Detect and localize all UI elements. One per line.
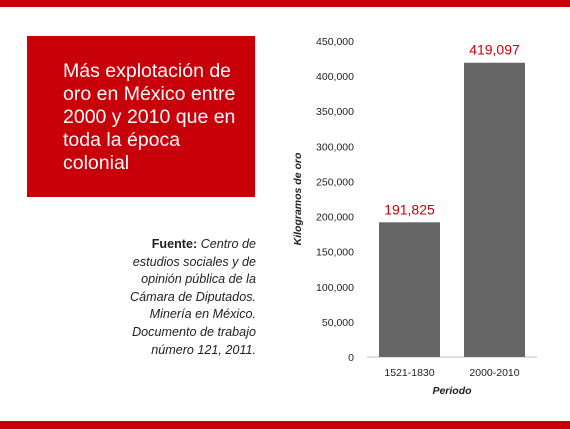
y-tick-label: 100,000 [316, 282, 354, 294]
y-axis-ticks: 0 50,000 100,000 150,000 200,000 250,000 300,0… [316, 36, 354, 364]
source-text: Centro de estudios sociales y de opinión… [129, 237, 256, 357]
x-axis-title: Periodo [432, 385, 472, 397]
x-category-label: 2000-2010 [469, 367, 519, 379]
headline-box: Más explotación de oro en México entre 2… [27, 36, 255, 197]
source-note: Fuente: Centro de estudios sociales y de… [110, 236, 256, 359]
y-tick-label: 400,000 [316, 71, 354, 83]
data-label: 419,097 [469, 42, 520, 58]
y-tick-label: 200,000 [316, 212, 354, 224]
y-tick-label: 50,000 [322, 317, 354, 329]
y-tick-label: 250,000 [316, 176, 354, 188]
y-axis-title: Kilogramos de oro [292, 152, 304, 245]
top-accent-bar [0, 0, 570, 7]
x-category-label: 1521-1830 [384, 367, 434, 379]
x-axis-categories: 1521-1830 2000-2010 [384, 367, 519, 379]
y-tick-label: 300,000 [316, 141, 354, 153]
y-tick-label: 0 [348, 352, 354, 364]
bottom-accent-bar [0, 421, 570, 429]
bars [379, 62, 525, 357]
headline: Más explotación de oro en México entre 2… [63, 60, 236, 174]
y-tick-label: 350,000 [316, 106, 354, 118]
bar-1521-1830 [379, 222, 440, 357]
y-tick-label: 450,000 [316, 36, 354, 48]
data-labels: 191,825 419,097 [384, 42, 520, 218]
bar-2000-2010 [464, 62, 525, 357]
y-tick-label: 150,000 [316, 247, 354, 259]
source-label: Fuente: [151, 237, 198, 251]
data-label: 191,825 [384, 201, 435, 217]
